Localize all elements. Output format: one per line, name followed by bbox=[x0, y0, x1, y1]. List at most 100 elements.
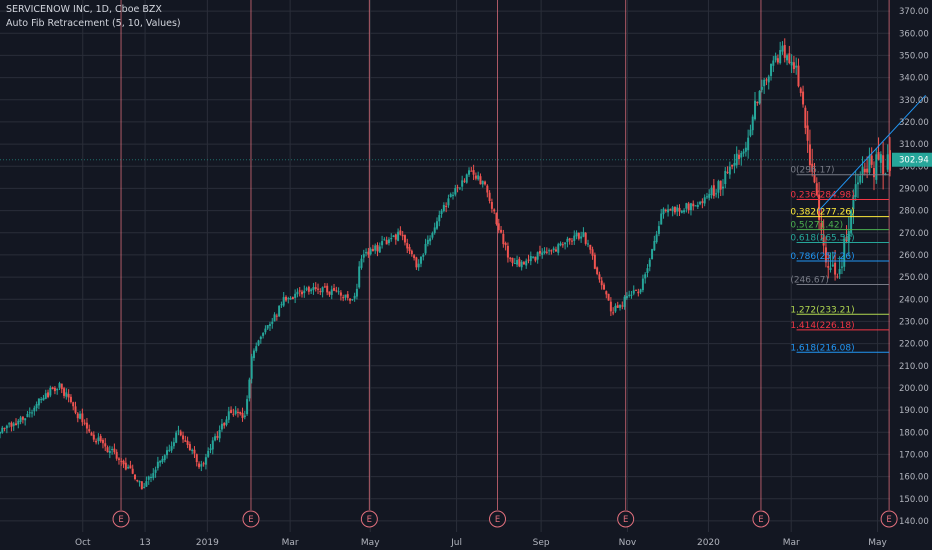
candle-body bbox=[239, 411, 242, 414]
candle bbox=[808, 129, 811, 173]
candle bbox=[282, 292, 285, 308]
candle bbox=[257, 339, 260, 347]
candle bbox=[262, 332, 265, 339]
candle bbox=[40, 396, 43, 404]
candle bbox=[49, 385, 52, 398]
x-tick-label: Mar bbox=[783, 538, 800, 548]
candle bbox=[111, 446, 114, 455]
y-tick-label: 200.00 bbox=[899, 384, 929, 394]
candle-body bbox=[211, 440, 214, 450]
candle bbox=[223, 422, 226, 429]
candle-body bbox=[479, 176, 482, 185]
candle-body bbox=[85, 422, 88, 429]
candle bbox=[712, 179, 715, 199]
candle-body bbox=[506, 245, 509, 258]
candle bbox=[504, 241, 507, 251]
candle bbox=[625, 292, 628, 300]
candle-body bbox=[607, 293, 610, 301]
candle-body bbox=[385, 240, 388, 245]
candle bbox=[284, 295, 287, 302]
candle bbox=[225, 416, 228, 427]
candle-body bbox=[399, 230, 402, 235]
candle bbox=[236, 408, 239, 418]
candle bbox=[536, 251, 539, 264]
fib-retracement: 0(296.17) 0.236(284.98) 0.382(277.26) 0.5(2… bbox=[790, 166, 890, 353]
candle-body bbox=[369, 248, 372, 255]
candle bbox=[454, 184, 457, 197]
candle bbox=[319, 288, 322, 296]
candle bbox=[703, 194, 706, 207]
earnings-marker[interactable]: E bbox=[752, 510, 770, 528]
candle bbox=[543, 247, 546, 255]
candle bbox=[161, 455, 164, 464]
candle-body bbox=[122, 460, 125, 465]
y-tick-label: 170.00 bbox=[899, 450, 929, 460]
candle-body bbox=[143, 486, 146, 488]
candle-body bbox=[168, 449, 171, 451]
candle-body bbox=[317, 288, 320, 290]
candle bbox=[486, 184, 489, 198]
candle-body bbox=[314, 287, 317, 290]
candle-body bbox=[509, 257, 512, 259]
candle-body bbox=[298, 290, 301, 292]
candle-body bbox=[843, 238, 846, 267]
candle bbox=[264, 325, 267, 335]
candle bbox=[177, 425, 180, 436]
candle-body bbox=[175, 432, 178, 443]
candle bbox=[474, 172, 477, 181]
candle bbox=[765, 77, 768, 86]
candle-body bbox=[557, 244, 560, 253]
candle bbox=[541, 248, 544, 259]
y-tick-label: 220.00 bbox=[899, 340, 929, 350]
candle-body bbox=[273, 314, 276, 322]
candle bbox=[696, 201, 699, 210]
candle bbox=[349, 298, 352, 304]
candle bbox=[447, 194, 450, 208]
candle-body bbox=[721, 186, 724, 189]
candle-body bbox=[79, 413, 82, 419]
candle-body bbox=[328, 291, 331, 295]
candle bbox=[24, 418, 27, 426]
earnings-marker[interactable]: E bbox=[112, 510, 130, 528]
candle-body bbox=[236, 411, 239, 413]
candle-body bbox=[188, 444, 191, 451]
candle-body bbox=[696, 204, 699, 207]
candle bbox=[561, 241, 564, 248]
candle-body bbox=[117, 458, 120, 460]
earnings-marker-circle bbox=[242, 510, 260, 528]
candle bbox=[767, 74, 770, 90]
candle-body bbox=[577, 233, 580, 239]
candle-body bbox=[593, 254, 596, 269]
earnings-marker[interactable]: E bbox=[242, 510, 260, 528]
candle-body bbox=[383, 239, 386, 241]
candle bbox=[438, 210, 441, 227]
candle bbox=[175, 430, 178, 444]
candle bbox=[834, 250, 837, 281]
candle-body bbox=[440, 210, 443, 215]
earnings-marker[interactable]: E bbox=[880, 510, 898, 528]
candle bbox=[122, 459, 125, 468]
candle bbox=[328, 291, 331, 297]
candle bbox=[710, 185, 713, 199]
candle-body bbox=[490, 201, 493, 209]
candle-body bbox=[218, 429, 221, 439]
earnings-marker[interactable]: E bbox=[489, 510, 507, 528]
candle bbox=[763, 77, 766, 94]
earnings-marker[interactable]: E bbox=[360, 510, 378, 528]
candle bbox=[131, 464, 134, 475]
candle-body bbox=[495, 212, 498, 225]
candle bbox=[271, 317, 274, 329]
candle bbox=[529, 251, 532, 266]
candle bbox=[387, 237, 390, 246]
candle-body bbox=[349, 298, 352, 301]
candle-body bbox=[159, 460, 162, 463]
earnings-marker[interactable]: E bbox=[617, 510, 635, 528]
candle bbox=[692, 200, 695, 211]
candle-body bbox=[802, 91, 805, 105]
candle bbox=[488, 190, 491, 204]
candle-body bbox=[500, 229, 503, 233]
candle-body bbox=[81, 413, 84, 423]
candle bbox=[252, 348, 255, 361]
candle-body bbox=[799, 88, 802, 93]
